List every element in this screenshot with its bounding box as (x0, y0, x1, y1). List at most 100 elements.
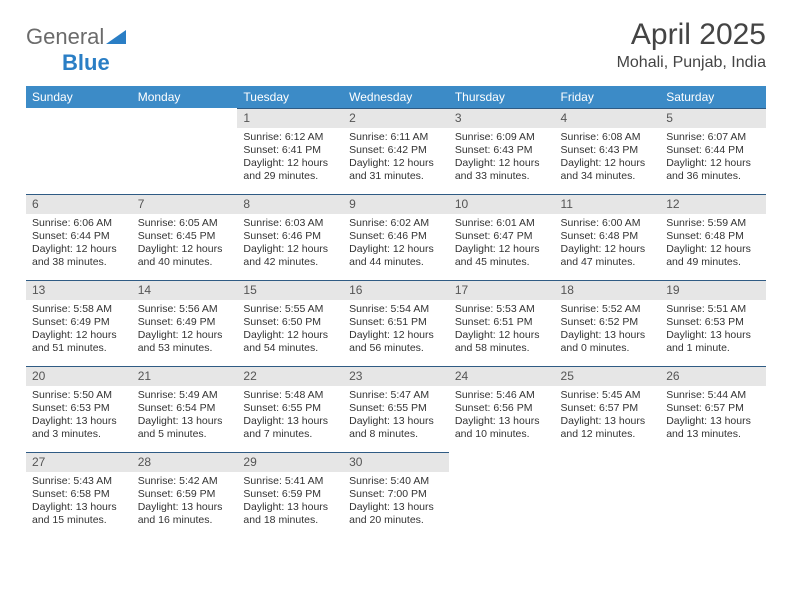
calendar-cell: 0. (660, 452, 766, 538)
sunrise-line: Sunrise: 5:53 AM (455, 303, 535, 315)
day-number: 23 (343, 366, 449, 386)
calendar-cell: 9Sunrise: 6:02 AMSunset: 6:46 PMDaylight… (343, 194, 449, 280)
sunrise-line: Sunrise: 6:12 AM (243, 131, 323, 143)
weekday-header-row: SundayMondayTuesdayWednesdayThursdayFrid… (26, 86, 766, 108)
day-content: Sunrise: 5:56 AMSunset: 6:49 PMDaylight:… (132, 300, 238, 360)
calendar-row: 0.0.1Sunrise: 6:12 AMSunset: 6:41 PMDayl… (26, 108, 766, 194)
sunrise-line: Sunrise: 5:48 AM (243, 389, 323, 401)
day-number: 20 (26, 366, 132, 386)
sunrise-line: Sunrise: 5:47 AM (349, 389, 429, 401)
calendar-cell: 7Sunrise: 6:05 AMSunset: 6:45 PMDaylight… (132, 194, 238, 280)
sunrise-line: Sunrise: 5:54 AM (349, 303, 429, 315)
daylight-line: Daylight: 12 hours and 49 minutes. (666, 243, 751, 268)
sunrise-line: Sunrise: 6:09 AM (455, 131, 535, 143)
daylight-line: Daylight: 12 hours and 33 minutes. (455, 157, 540, 182)
day-number: 10 (449, 194, 555, 214)
day-number: 26 (660, 366, 766, 386)
day-content: Sunrise: 5:55 AMSunset: 6:50 PMDaylight:… (237, 300, 343, 360)
sunrise-line: Sunrise: 6:08 AM (561, 131, 641, 143)
day-number: 8 (237, 194, 343, 214)
calendar-cell: 21Sunrise: 5:49 AMSunset: 6:54 PMDayligh… (132, 366, 238, 452)
day-number: 18 (555, 280, 661, 300)
sunset-line: Sunset: 7:00 PM (349, 488, 427, 500)
calendar-cell: 0. (132, 108, 238, 194)
sunrise-line: Sunrise: 5:59 AM (666, 217, 746, 229)
daylight-line: Daylight: 12 hours and 31 minutes. (349, 157, 434, 182)
sunrise-line: Sunrise: 6:05 AM (138, 217, 218, 229)
day-number: 3 (449, 108, 555, 128)
daylight-line: Daylight: 12 hours and 54 minutes. (243, 329, 328, 354)
day-content: Sunrise: 6:03 AMSunset: 6:46 PMDaylight:… (237, 214, 343, 274)
sunrise-line: Sunrise: 6:02 AM (349, 217, 429, 229)
daylight-line: Daylight: 12 hours and 45 minutes. (455, 243, 540, 268)
sunrise-line: Sunrise: 5:52 AM (561, 303, 641, 315)
sunset-line: Sunset: 6:53 PM (666, 316, 744, 328)
calendar-cell: 29Sunrise: 5:41 AMSunset: 6:59 PMDayligh… (237, 452, 343, 538)
sunset-line: Sunset: 6:43 PM (561, 144, 639, 156)
calendar-cell: 18Sunrise: 5:52 AMSunset: 6:52 PMDayligh… (555, 280, 661, 366)
day-number: 1 (237, 108, 343, 128)
calendar-cell: 24Sunrise: 5:46 AMSunset: 6:56 PMDayligh… (449, 366, 555, 452)
calendar-page: General Blue April 2025 Mohali, Punjab, … (0, 0, 792, 556)
day-content: Sunrise: 6:09 AMSunset: 6:43 PMDaylight:… (449, 128, 555, 188)
sunset-line: Sunset: 6:59 PM (138, 488, 216, 500)
weekday-header: Thursday (449, 86, 555, 108)
day-number: 19 (660, 280, 766, 300)
day-number: 12 (660, 194, 766, 214)
daylight-line: Daylight: 13 hours and 12 minutes. (561, 415, 646, 440)
sunrise-line: Sunrise: 5:43 AM (32, 475, 112, 487)
calendar-body: 0.0.1Sunrise: 6:12 AMSunset: 6:41 PMDayl… (26, 108, 766, 538)
calendar-cell: 27Sunrise: 5:43 AMSunset: 6:58 PMDayligh… (26, 452, 132, 538)
calendar-cell: 0. (449, 452, 555, 538)
daylight-line: Daylight: 13 hours and 5 minutes. (138, 415, 223, 440)
daylight-line: Daylight: 13 hours and 18 minutes. (243, 501, 328, 526)
sunrise-line: Sunrise: 5:42 AM (138, 475, 218, 487)
daylight-line: Daylight: 12 hours and 34 minutes. (561, 157, 646, 182)
calendar-cell: 14Sunrise: 5:56 AMSunset: 6:49 PMDayligh… (132, 280, 238, 366)
weekday-header: Saturday (660, 86, 766, 108)
day-number: 4 (555, 108, 661, 128)
sunset-line: Sunset: 6:55 PM (243, 402, 321, 414)
sunrise-line: Sunrise: 5:56 AM (138, 303, 218, 315)
day-content: Sunrise: 5:45 AMSunset: 6:57 PMDaylight:… (555, 386, 661, 446)
weekday-header: Wednesday (343, 86, 449, 108)
day-number: 14 (132, 280, 238, 300)
sunrise-line: Sunrise: 6:11 AM (349, 131, 428, 143)
calendar-cell: 6Sunrise: 6:06 AMSunset: 6:44 PMDaylight… (26, 194, 132, 280)
weekday-header: Sunday (26, 86, 132, 108)
sunset-line: Sunset: 6:57 PM (666, 402, 744, 414)
sunrise-line: Sunrise: 6:03 AM (243, 217, 323, 229)
day-content: Sunrise: 5:47 AMSunset: 6:55 PMDaylight:… (343, 386, 449, 446)
day-number: 27 (26, 452, 132, 472)
calendar-cell: 23Sunrise: 5:47 AMSunset: 6:55 PMDayligh… (343, 366, 449, 452)
calendar-cell: 11Sunrise: 6:00 AMSunset: 6:48 PMDayligh… (555, 194, 661, 280)
month-title: April 2025 (617, 18, 766, 52)
daylight-line: Daylight: 13 hours and 16 minutes. (138, 501, 223, 526)
daylight-line: Daylight: 13 hours and 13 minutes. (666, 415, 751, 440)
sunrise-line: Sunrise: 6:01 AM (455, 217, 535, 229)
day-content: Sunrise: 6:07 AMSunset: 6:44 PMDaylight:… (660, 128, 766, 188)
day-content: Sunrise: 5:53 AMSunset: 6:51 PMDaylight:… (449, 300, 555, 360)
sunset-line: Sunset: 6:51 PM (349, 316, 427, 328)
calendar-cell: 22Sunrise: 5:48 AMSunset: 6:55 PMDayligh… (237, 366, 343, 452)
daylight-line: Daylight: 12 hours and 47 minutes. (561, 243, 646, 268)
calendar-cell: 2Sunrise: 6:11 AMSunset: 6:42 PMDaylight… (343, 108, 449, 194)
calendar-row: 6Sunrise: 6:06 AMSunset: 6:44 PMDaylight… (26, 194, 766, 280)
day-content: Sunrise: 5:44 AMSunset: 6:57 PMDaylight:… (660, 386, 766, 446)
calendar-cell: 20Sunrise: 5:50 AMSunset: 6:53 PMDayligh… (26, 366, 132, 452)
daylight-line: Daylight: 12 hours and 29 minutes. (243, 157, 328, 182)
day-content: Sunrise: 5:58 AMSunset: 6:49 PMDaylight:… (26, 300, 132, 360)
day-content: Sunrise: 5:46 AMSunset: 6:56 PMDaylight:… (449, 386, 555, 446)
sunset-line: Sunset: 6:57 PM (561, 402, 639, 414)
day-content: Sunrise: 6:05 AMSunset: 6:45 PMDaylight:… (132, 214, 238, 274)
daylight-line: Daylight: 13 hours and 15 minutes. (32, 501, 117, 526)
sunset-line: Sunset: 6:48 PM (666, 230, 744, 242)
sunset-line: Sunset: 6:45 PM (138, 230, 216, 242)
sunrise-line: Sunrise: 6:06 AM (32, 217, 112, 229)
calendar-cell: 15Sunrise: 5:55 AMSunset: 6:50 PMDayligh… (237, 280, 343, 366)
brand-part1: General (26, 24, 104, 49)
day-number: 2 (343, 108, 449, 128)
daylight-line: Daylight: 13 hours and 20 minutes. (349, 501, 434, 526)
day-content: Sunrise: 6:01 AMSunset: 6:47 PMDaylight:… (449, 214, 555, 274)
day-content: Sunrise: 5:40 AMSunset: 7:00 PMDaylight:… (343, 472, 449, 532)
